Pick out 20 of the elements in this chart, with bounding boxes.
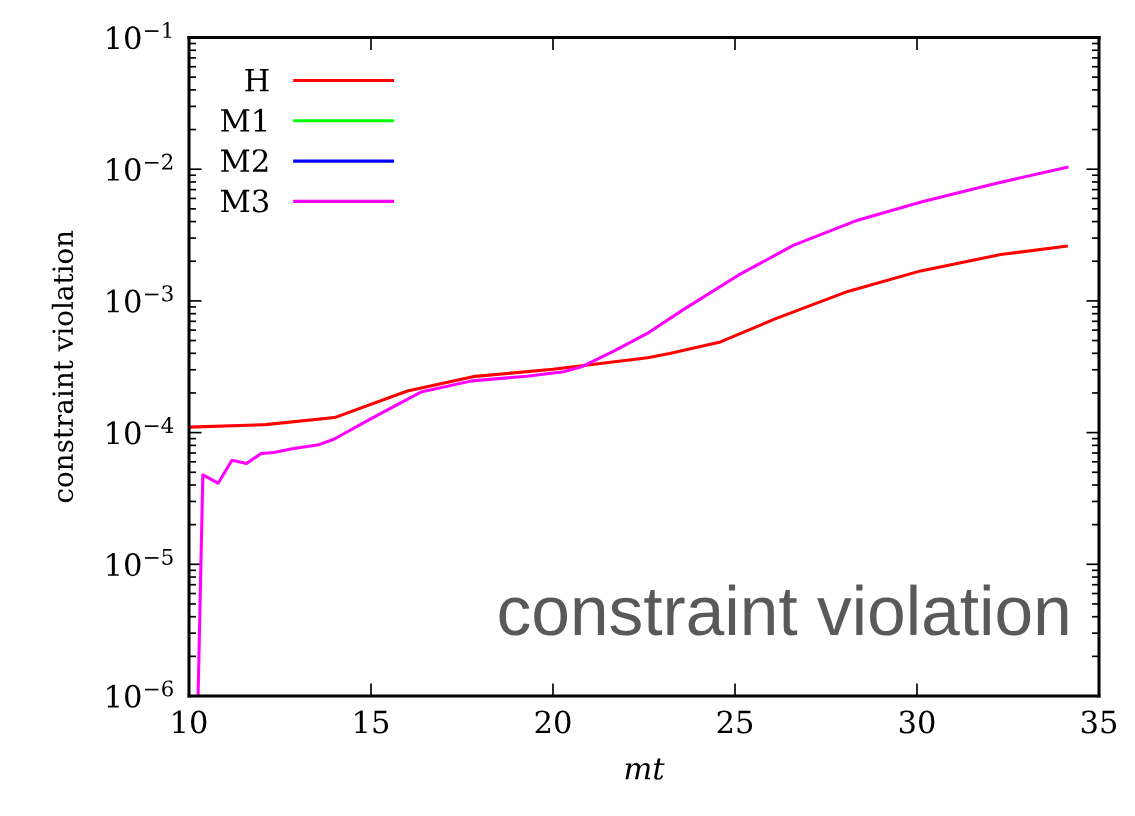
x-axis-title: mt	[625, 758, 665, 780]
legend-label: M2	[221, 149, 268, 172]
x-tick-label: 20	[535, 710, 571, 734]
y-tick-label: 10$^{−6}$	[107, 680, 173, 708]
x-tick-label: 30	[899, 710, 935, 734]
annotation: constraint violation	[499, 584, 1068, 636]
legend-label: M1	[221, 108, 266, 132]
y-tick-label: 10$^{−3}$	[107, 285, 173, 313]
legend-label: M3	[221, 189, 269, 213]
y-tick-label: 10$^{−4}$	[107, 417, 174, 445]
y-tick-label: 10$^{−2}$	[107, 153, 173, 182]
y-axis-title: constraint violation	[51, 230, 74, 503]
legend-label: H	[245, 69, 269, 92]
line-series	[189, 244, 1068, 429]
x-tick-label: 25	[717, 710, 753, 734]
x-tick-label: 35	[1081, 710, 1117, 734]
x-tick-label: 10	[173, 710, 207, 734]
y-tick-label: 10$^{−5}$	[107, 549, 173, 577]
y-tick-label: 10$^{−1}$	[107, 21, 172, 50]
x-tick-label: 15	[355, 710, 389, 734]
